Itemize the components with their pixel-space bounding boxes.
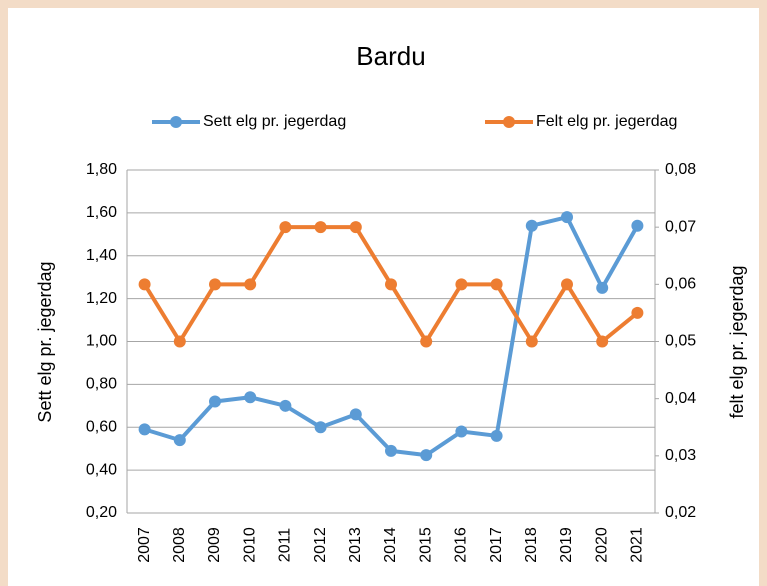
point — [561, 211, 573, 224]
point — [209, 395, 221, 408]
x-tick-label: 2019 — [558, 527, 575, 563]
point — [455, 425, 468, 438]
point — [631, 306, 644, 319]
point — [349, 408, 362, 421]
y-tick-label: 0,40 — [86, 461, 117, 478]
y2-tick-label: 0,03 — [665, 447, 696, 464]
point — [385, 278, 397, 291]
point — [209, 278, 221, 291]
y-tick-label: 1,60 — [86, 204, 117, 221]
point — [455, 278, 468, 291]
x-tick-label: 2009 — [206, 527, 223, 563]
y2-tick-label: 0,02 — [665, 504, 696, 521]
y-tick-label: 0,80 — [86, 376, 117, 393]
point — [244, 278, 257, 291]
point — [420, 335, 433, 348]
y-tick-label: 1,20 — [86, 290, 117, 307]
y2-tick-label: 0,07 — [665, 218, 696, 235]
y2-tick-label: 0,04 — [665, 390, 696, 407]
point — [596, 281, 609, 294]
x-tick-label: 2008 — [171, 527, 188, 563]
point — [490, 429, 503, 442]
point — [525, 335, 538, 348]
y2-tick-label: 0,08 — [665, 161, 696, 178]
point — [279, 399, 292, 412]
point — [596, 335, 609, 348]
x-tick-label: 2015 — [417, 527, 434, 563]
point — [173, 434, 186, 447]
y2-axis-title: felt elg pr. jegerdag — [727, 265, 747, 418]
point — [631, 219, 644, 232]
y-axis-title: Sett elg pr. jegerdag — [35, 261, 55, 422]
point — [525, 219, 538, 232]
y2-tick-label: 0,06 — [665, 276, 696, 293]
point — [314, 221, 327, 234]
point — [244, 391, 257, 404]
y-tick-label: 1,40 — [86, 247, 117, 264]
point — [173, 335, 186, 348]
y-tick-label: 1,80 — [86, 161, 117, 178]
x-tick-label: 2014 — [382, 527, 399, 563]
chart-title: Bardu — [356, 41, 425, 71]
x-tick-label: 2016 — [453, 527, 470, 563]
point — [561, 278, 573, 291]
point — [385, 444, 397, 457]
y2-tick-label: 0,05 — [665, 333, 696, 350]
legend-label: Sett elg pr. jegerdag — [203, 113, 346, 130]
point — [490, 278, 503, 291]
point — [420, 449, 433, 462]
x-tick-label: 2017 — [488, 527, 505, 563]
panel — [8, 8, 759, 586]
point — [138, 278, 151, 291]
x-tick-label: 2010 — [241, 527, 258, 563]
x-tick-label: 2007 — [136, 527, 153, 563]
point — [279, 221, 292, 234]
legend-label: Felt elg pr. jegerdag — [536, 113, 677, 130]
legend-marker — [170, 116, 182, 128]
x-tick-label: 2013 — [347, 527, 364, 563]
point — [349, 221, 362, 234]
x-tick-label: 2011 — [277, 528, 294, 563]
y-tick-label: 1,00 — [86, 333, 117, 350]
x-tick-label: 2020 — [593, 527, 610, 563]
point — [138, 423, 151, 436]
x-tick-label: 2018 — [523, 527, 540, 563]
legend-marker — [503, 116, 515, 128]
y-tick-label: 0,20 — [86, 504, 117, 521]
x-tick-label: 2021 — [629, 527, 646, 563]
y-tick-label: 0,60 — [86, 418, 117, 435]
x-tick-label: 2012 — [312, 527, 329, 563]
point — [314, 421, 327, 434]
